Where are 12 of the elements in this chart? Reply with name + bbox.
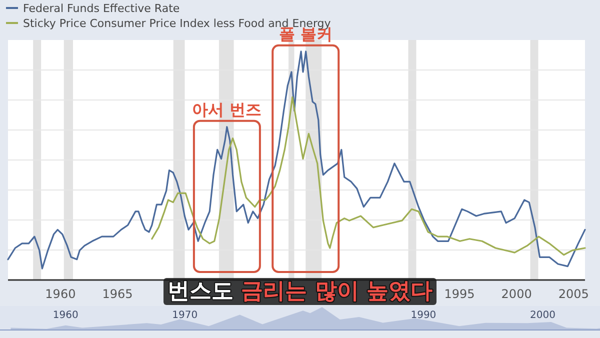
x-tick-label: 1965	[102, 287, 133, 301]
x-tick-label: 1960	[52, 310, 78, 321]
legend-item: Federal Funds Effective Rate	[6, 2, 180, 15]
annotation: 아서 번즈	[192, 100, 262, 119]
x-tick-label: 2005	[558, 287, 589, 301]
x-tick-label: 1970	[172, 310, 198, 321]
x-tick-label: 2000	[501, 287, 532, 301]
caption: 번스도 금리는 많이 높였다	[164, 278, 436, 305]
x-tick-label: 1995	[444, 287, 475, 301]
x-tick-label: 2000	[530, 310, 556, 321]
x-tick-label: 1990	[410, 310, 436, 321]
x-tick-label: 1960	[45, 287, 76, 301]
